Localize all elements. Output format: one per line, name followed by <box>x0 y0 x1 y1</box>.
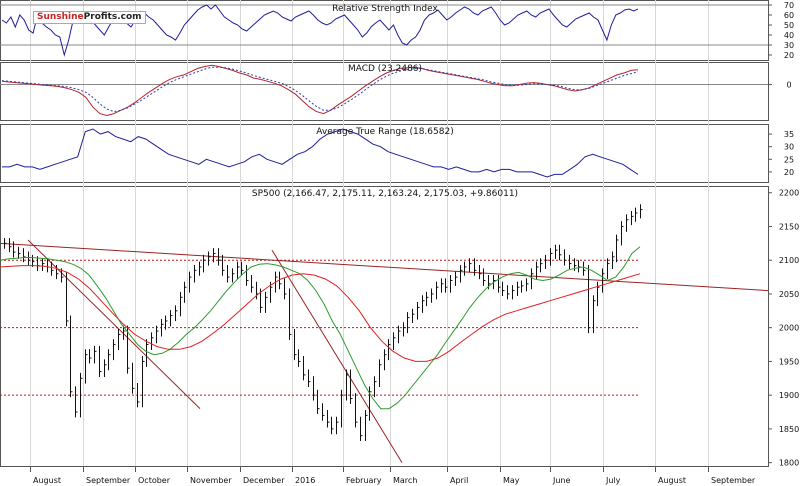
x-tick-label: August <box>33 476 61 485</box>
panel-frame-2 <box>0 124 769 183</box>
price-title: SP500 (2,166.47, 2,175.11, 2,163.24, 2,1… <box>252 189 518 199</box>
macd-title: MACD (23.2486) <box>348 64 422 74</box>
x-tick-label: May <box>503 476 520 485</box>
rsi-title: Relative Strength Index <box>332 4 438 14</box>
x-tick-label: March <box>393 476 417 485</box>
watermark-part2: Profits.com <box>83 12 142 22</box>
x-tick-label: June <box>552 476 571 485</box>
y-tick-label: 40 <box>784 31 794 40</box>
y-tick-label: 2150 <box>779 222 799 231</box>
month-gridlines <box>30 0 709 466</box>
y-tick-label: 1800 <box>779 459 799 468</box>
y-tick-label: 2000 <box>779 324 799 333</box>
x-tick-label: February <box>346 476 382 485</box>
y-tick-label: 2200 <box>779 189 799 198</box>
y-tick-label: 1900 <box>779 391 799 400</box>
y-tick-label: 60 <box>784 11 794 20</box>
x-tick-label: November <box>190 476 232 485</box>
y-tick-label: 2050 <box>779 290 799 299</box>
panel-frames <box>0 0 769 467</box>
x-tick-label: December <box>243 476 285 485</box>
y-tick-label: 25 <box>784 155 794 164</box>
watermark-part1: Sunshine <box>37 12 84 22</box>
macd-line <box>1 64 639 117</box>
x-tick-label: July <box>605 476 621 485</box>
panel-frame-0 <box>0 0 769 61</box>
y-tick-label: 50 <box>784 21 794 30</box>
x-axis-ticks: August September October November December 20… <box>30 466 756 485</box>
x-tick-label: September <box>711 476 756 485</box>
x-tick-label: April <box>450 476 468 485</box>
downtrend-line-1 <box>27 239 201 410</box>
y-tick-label: 2100 <box>779 256 799 265</box>
moving-average-slow <box>0 265 641 362</box>
y-tick-label: 35 <box>784 130 794 139</box>
y-tick-label: 20 <box>784 168 794 177</box>
y-tick-label: 30 <box>784 143 794 152</box>
long-resistance-trendline <box>0 242 769 292</box>
rsi-line <box>1 4 639 57</box>
x-tick-label: September <box>86 476 131 485</box>
y-tick-label: 20 <box>784 51 794 60</box>
y-tick-label: 0 <box>786 81 791 90</box>
watermark-logo: SunshineProfits.com <box>33 11 146 24</box>
y-tick-label: 70 <box>784 1 794 10</box>
x-tick-label: October <box>138 476 171 485</box>
y-axis-ticks: 7060504030200353025202200215021002050200… <box>768 1 799 468</box>
price-bars <box>4 204 643 442</box>
y-tick-label: 30 <box>784 41 794 50</box>
panel-frame-1 <box>0 62 769 121</box>
moving-averages <box>0 246 641 410</box>
y-tick-label: 1950 <box>779 357 799 366</box>
downtrend-line-2 <box>271 249 403 463</box>
indicator-series <box>1 4 639 178</box>
moving-average-fast <box>0 246 641 410</box>
y-tick-label: 1850 <box>779 425 799 434</box>
atr-title: Average True Range (18.6582) <box>316 127 453 137</box>
macd-signal-line <box>1 66 639 113</box>
atr-line <box>2 128 639 178</box>
x-tick-label: August <box>658 476 686 485</box>
x-tick-label: 2016 <box>295 476 315 485</box>
panel-frame-3 <box>0 186 769 467</box>
